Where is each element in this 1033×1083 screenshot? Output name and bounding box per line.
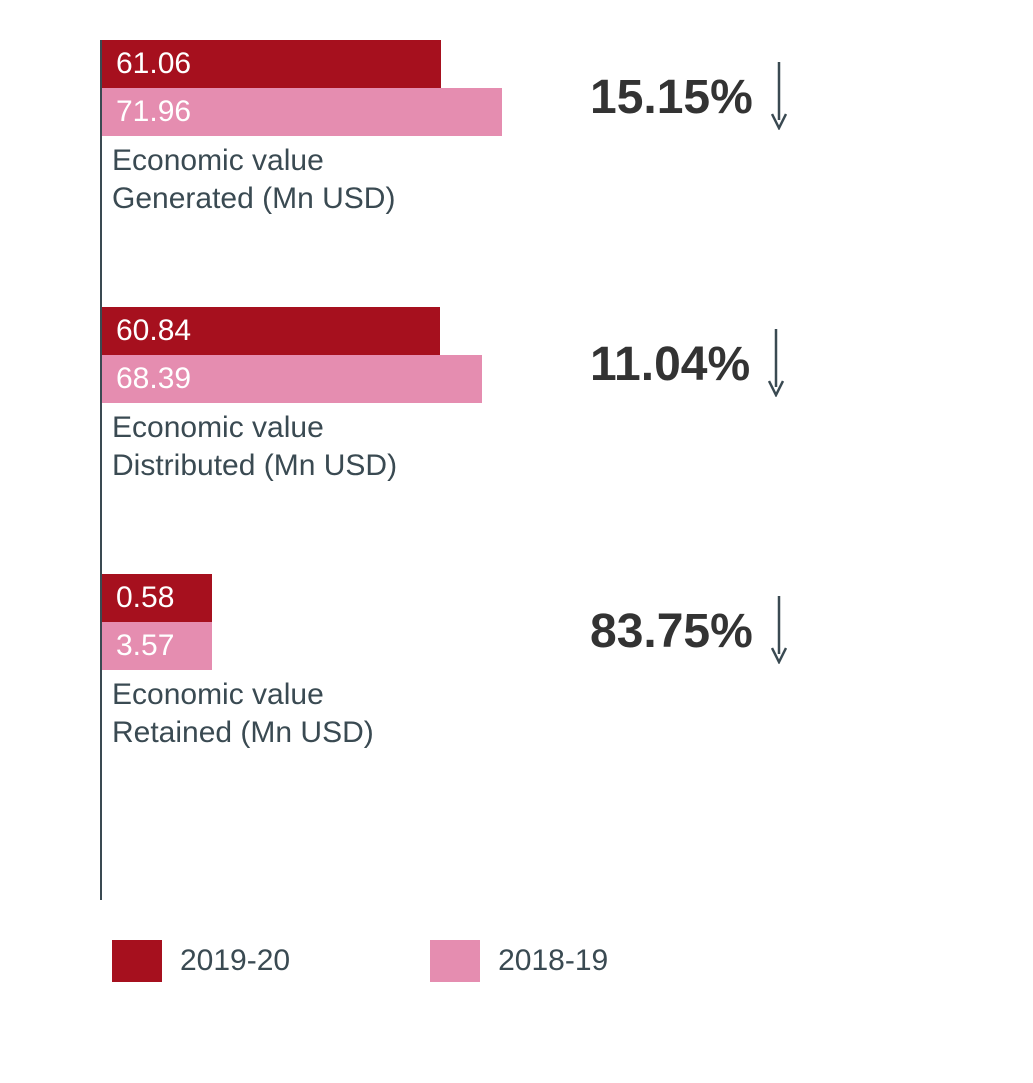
bar-current: 60.84 (102, 307, 440, 355)
metric-label-line2: Retained (Mn USD) (112, 714, 980, 752)
bars-area: 60.84 68.39 (102, 307, 980, 403)
arrow-down-icon (771, 60, 787, 135)
change-percent-value: 11.04% (590, 337, 750, 392)
metric-group: 60.84 68.39 Economic valueDistributed (Mn … (100, 307, 980, 484)
chart-legend: 2019-20 2018-19 (112, 940, 608, 982)
change-percent-value: 15.15% (590, 70, 753, 125)
metric-label: Economic valueDistributed (Mn USD) (112, 409, 980, 484)
change-percent-value: 83.75% (590, 604, 753, 659)
metric-label-line2: Generated (Mn USD) (112, 180, 980, 218)
metric-group: 61.06 71.96 Economic valueGenerated (Mn US… (100, 40, 980, 217)
bar-prior: 3.57 (102, 622, 212, 670)
legend-label: 2018-19 (498, 944, 608, 978)
economic-value-chart: 61.0671.96Economic valueGenerated (Mn US… (100, 40, 980, 841)
change-percent-block: 11.04% (590, 327, 784, 402)
metric-label: Economic valueGenerated (Mn USD) (112, 142, 980, 217)
legend-label: 2019-20 (180, 944, 290, 978)
bar-current: 0.58 (102, 574, 212, 622)
legend-swatch (112, 940, 162, 982)
bar-prior-value: 3.57 (116, 629, 174, 663)
metric-group: 0.58 3.57 Economic valueRetained (Mn USD) 8… (100, 574, 980, 751)
bar-current-value: 0.58 (116, 581, 174, 615)
metric-label-line1: Economic value (112, 142, 980, 180)
bar-current-value: 61.06 (116, 47, 191, 81)
change-percent-block: 15.15% (590, 60, 787, 135)
bar-current-value: 60.84 (116, 314, 191, 348)
bar-prior-value: 68.39 (116, 362, 191, 396)
arrow-down-icon (771, 594, 787, 669)
metric-label: Economic valueRetained (Mn USD) (112, 676, 980, 751)
change-percent-block: 83.75% (590, 594, 787, 669)
metric-label-line1: Economic value (112, 409, 980, 447)
bar-prior-value: 71.96 (116, 95, 191, 129)
legend-item: 2019-20 (112, 940, 290, 982)
bars-area: 61.06 71.96 (102, 40, 980, 136)
metric-label-line2: Distributed (Mn USD) (112, 447, 980, 485)
arrow-down-icon (768, 327, 784, 402)
bar-current: 61.06 (102, 40, 441, 88)
legend-item: 2018-19 (430, 940, 608, 982)
legend-swatch (430, 940, 480, 982)
metric-label-line1: Economic value (112, 676, 980, 714)
bar-prior: 68.39 (102, 355, 482, 403)
bar-prior: 71.96 (102, 88, 502, 136)
bars-area: 0.58 3.57 (102, 574, 980, 670)
